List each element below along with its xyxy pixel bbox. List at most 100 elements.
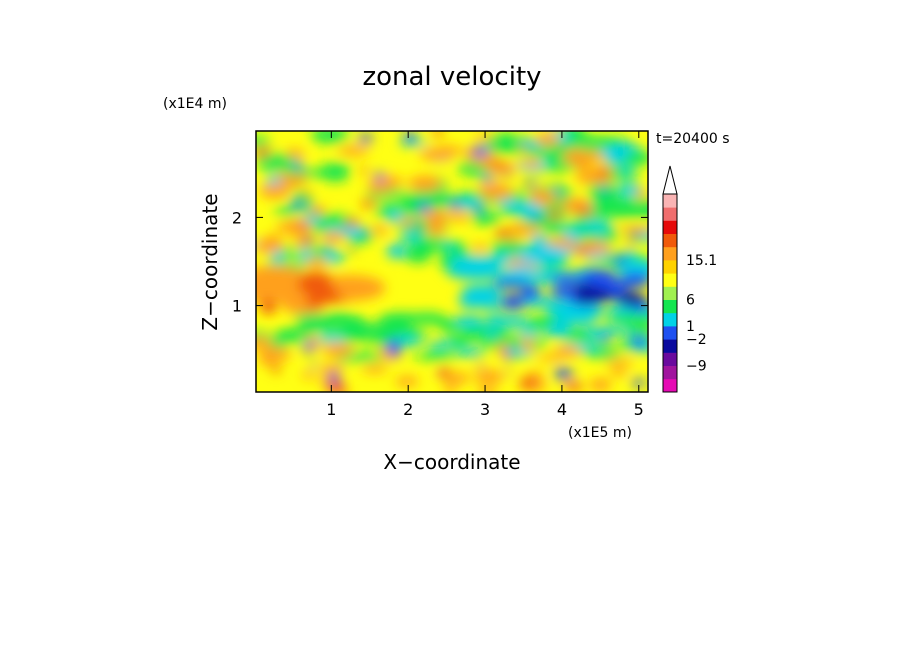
field-patch	[505, 369, 511, 374]
field-patch	[416, 203, 431, 213]
field-patch	[470, 212, 502, 225]
field-patch	[364, 230, 372, 236]
plot-frame	[255, 130, 649, 393]
field-patch	[342, 226, 367, 239]
velocity-field	[256, 131, 648, 392]
field-patch	[386, 243, 406, 259]
field-patch	[472, 146, 488, 157]
field-patch	[256, 239, 285, 254]
field-patch	[306, 205, 314, 212]
field-patch	[256, 336, 273, 349]
field-patch	[579, 269, 618, 285]
colorbar-swatch	[663, 207, 677, 221]
field-patch	[606, 313, 648, 324]
field-patch	[375, 171, 384, 182]
field-patch	[275, 222, 303, 233]
field-patch	[259, 184, 290, 199]
field-patch	[298, 271, 333, 289]
colorbar-swatch	[663, 220, 677, 234]
field-patch	[321, 168, 350, 182]
field-patch	[494, 160, 503, 170]
field-patch	[505, 170, 510, 179]
field-patch	[618, 183, 643, 197]
field-patch	[518, 203, 543, 219]
field-patch	[554, 346, 581, 357]
field-patch	[327, 314, 366, 329]
field-patch	[446, 212, 471, 222]
field-patch	[631, 335, 647, 347]
field-patch	[260, 299, 277, 315]
colorbar-swatch	[663, 312, 677, 327]
colorbar-swatch	[663, 273, 677, 287]
field-patch	[600, 186, 609, 194]
field-patch	[552, 320, 571, 331]
field-patch	[310, 131, 349, 144]
colorbar-swatch	[663, 246, 677, 261]
field-patch	[619, 166, 636, 174]
field-patch	[408, 219, 419, 224]
field-patch	[445, 372, 471, 384]
field-patch	[302, 371, 315, 380]
field-patch	[306, 298, 323, 309]
field-patch	[335, 376, 342, 383]
field-patch	[559, 226, 590, 234]
colorbar-swatch	[663, 286, 677, 300]
field-patch	[403, 132, 417, 142]
field-patch	[521, 285, 541, 300]
field-patch	[512, 223, 522, 229]
colorbar-extend-arrow	[662, 165, 678, 195]
field-patch	[337, 146, 370, 156]
field-patch	[443, 242, 457, 249]
field-patch	[432, 131, 444, 137]
field-patch	[257, 285, 302, 302]
field-patch	[427, 341, 456, 349]
field-patch	[588, 205, 616, 219]
field-patch	[312, 334, 347, 343]
field-patch	[404, 244, 432, 264]
field-patch	[522, 181, 535, 186]
x-axis: 1 2 3 4 5	[326, 131, 644, 419]
field-patch	[270, 365, 282, 373]
field-patch	[357, 134, 374, 143]
field-patch	[349, 245, 355, 252]
field-patch	[519, 377, 536, 388]
field-patch	[632, 378, 645, 388]
colorbar-swatch	[663, 299, 677, 314]
field-patch	[304, 258, 329, 268]
field-patch	[564, 314, 596, 325]
field-patch	[471, 244, 489, 252]
field-patch	[554, 186, 562, 194]
field-patch	[586, 151, 604, 163]
colorbar-swatch	[663, 194, 677, 208]
field-patch	[522, 158, 542, 168]
field-patch	[274, 206, 299, 216]
field-patch	[398, 232, 423, 242]
field-patch	[562, 149, 593, 165]
field-patch	[256, 153, 298, 171]
field-patch	[344, 218, 360, 228]
field-patch	[492, 279, 530, 289]
field-patch	[300, 192, 313, 197]
field-patch	[473, 370, 504, 384]
x-axis-label: X−coordinate	[383, 450, 520, 474]
field-patch	[534, 133, 561, 146]
field-patch	[399, 139, 428, 147]
field-patch	[373, 225, 388, 235]
field-patch	[564, 382, 584, 391]
field-patch	[624, 200, 648, 218]
field-patch	[462, 150, 474, 156]
field-patch	[388, 346, 401, 358]
field-patch	[290, 200, 303, 209]
field-patch	[293, 313, 332, 324]
field-patch	[447, 267, 507, 280]
field-patch	[259, 357, 276, 366]
field-patch	[293, 160, 303, 170]
field-patch	[473, 206, 486, 214]
colorbar-swatch	[663, 260, 677, 274]
y-axis-label: Z−coordinate	[198, 193, 222, 330]
x-tick-label: 4	[557, 400, 567, 419]
field-patch	[407, 178, 422, 188]
field-patch	[370, 175, 404, 189]
x-tick-label: 5	[634, 400, 644, 419]
